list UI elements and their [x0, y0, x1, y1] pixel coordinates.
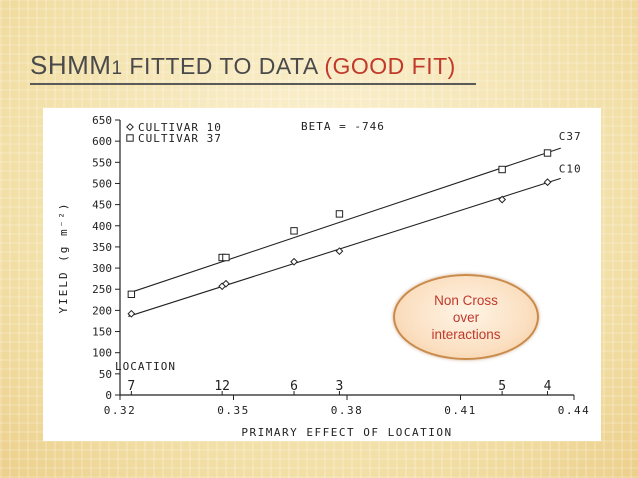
title-underline — [30, 83, 476, 85]
location-number: 12 — [214, 379, 230, 394]
y-tick-label: 150 — [92, 326, 112, 339]
data-point-diamond — [498, 195, 507, 204]
y-tick-label: 500 — [92, 177, 112, 190]
y-tick-label: 450 — [92, 199, 112, 212]
location-number: 6 — [290, 379, 298, 394]
data-point-square — [127, 290, 136, 299]
y-axis-title: YIELD (g m⁻²) — [57, 201, 70, 313]
x-tick-label: 0.41 — [444, 404, 477, 417]
figure-panel: 0 50 100 150 200 250 300 350 400 450 500 550 600 650 0… — [43, 108, 601, 441]
series-end-label: C10 — [559, 162, 582, 175]
series-end-label: C37 — [559, 130, 582, 143]
location-label: LOCATION — [115, 360, 176, 373]
legend-marker-square — [126, 134, 134, 142]
title-subscript: 1 — [111, 58, 123, 79]
data-point-square — [543, 149, 552, 157]
location-number: 3 — [336, 379, 344, 394]
data-point-square — [290, 227, 298, 235]
title-main: SHMM — [30, 50, 112, 80]
location-number: 4 — [544, 379, 552, 394]
y-tick-label: 100 — [92, 347, 112, 360]
x-tick-label: 0.38 — [331, 404, 364, 417]
yield-chart: 0 50 100 150 200 250 300 350 400 450 500 550 600 650 0… — [57, 114, 591, 439]
y-tick-label: 400 — [92, 220, 112, 233]
legend-label: CULTIVAR 37 — [138, 132, 222, 145]
legend-label: CULTIVAR 10 — [138, 121, 222, 134]
location-number: 7 — [127, 379, 135, 394]
y-tick-label: 600 — [92, 135, 112, 148]
fit-line-c37 — [128, 147, 561, 294]
y-tick-label: 250 — [92, 283, 112, 296]
y-tick-label: 0 — [105, 389, 112, 402]
x-tick-label: 0.32 — [104, 404, 137, 417]
x-axis-title: PRIMARY EFFECT OF LOCATION — [241, 426, 452, 439]
data-point-square — [498, 165, 506, 174]
title-accent: (GOOD FIT) — [324, 53, 456, 79]
location-number: 5 — [498, 379, 506, 394]
y-tick-label: 650 — [92, 114, 112, 127]
legend-marker-diamond — [126, 123, 134, 131]
data-point-square — [222, 253, 230, 262]
callout-bubble: Non Cross over interactions — [393, 274, 539, 360]
beta-annotation: BETA = -746 — [301, 120, 385, 133]
x-tick-label: 0.44 — [558, 404, 591, 417]
x-tick-label: 0.35 — [217, 404, 250, 417]
y-tick-label: 550 — [92, 156, 112, 169]
data-point-diamond — [127, 309, 136, 318]
data-point-square — [335, 210, 344, 218]
y-tick-label: 200 — [92, 304, 112, 317]
y-tick-label: 300 — [92, 262, 112, 275]
y-tick-label: 350 — [92, 241, 112, 254]
slide-title: SHMM1 FITTED TO DATA (GOOD FIT) — [30, 50, 456, 81]
title-rest: FITTED TO DATA — [122, 53, 325, 79]
y-tick-label: 50 — [99, 368, 112, 381]
data-point-diamond — [335, 247, 344, 256]
fit-line-c10 — [128, 177, 561, 317]
data-point-diamond — [222, 279, 230, 288]
data-point-diamond — [543, 178, 552, 187]
data-point-diamond — [290, 257, 298, 266]
